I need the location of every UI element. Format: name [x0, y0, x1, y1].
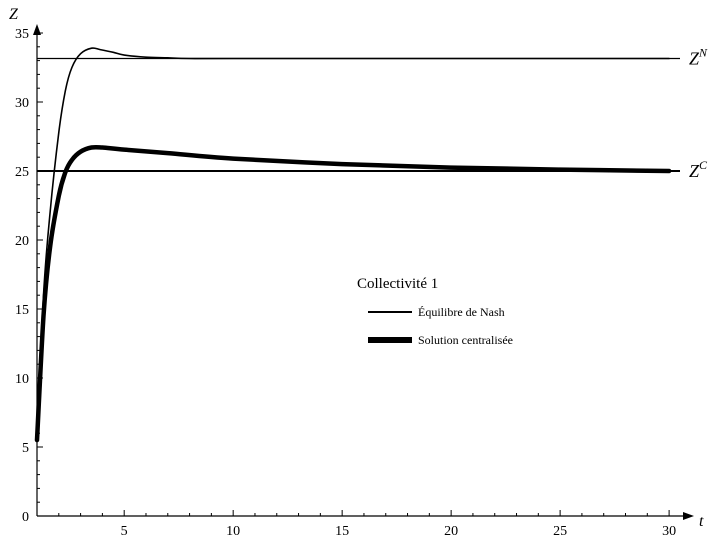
x-tick-label: 15 [335, 524, 349, 539]
y-axis-label: Z [9, 6, 19, 23]
x-tick-label: 10 [226, 524, 240, 539]
x-axis-arrow [683, 512, 694, 520]
reference-label-superscript: N [698, 46, 708, 60]
y-tick-label: 35 [15, 27, 29, 42]
y-tick-label: 10 [15, 372, 29, 387]
y-tick-label: 0 [22, 510, 29, 525]
y-tick-label: 5 [22, 441, 29, 456]
reference-lines: ZN ZC [37, 46, 708, 181]
y-tick-label: 25 [15, 165, 29, 180]
x-axis-label: t [699, 513, 704, 530]
y-tick-label: 15 [15, 303, 29, 318]
ticks: 0 5 10 15 20 25 30 35 5 10 15 20 25 30 [15, 27, 676, 539]
series-line-nash [36, 47, 670, 441]
axes [33, 24, 694, 520]
y-axis-arrow [33, 24, 41, 35]
series-line-centralised [34, 144, 672, 443]
reference-label-n: ZN [689, 46, 708, 69]
x-tick-label: 30 [662, 524, 676, 539]
legend: Collectivité 1 Équilibre de Nash Solutio… [357, 276, 513, 347]
y-tick-label: 30 [15, 96, 29, 111]
legend-title: Collectivité 1 [357, 276, 438, 292]
x-tick-label: 25 [553, 524, 567, 539]
x-tick-label: 5 [121, 524, 128, 539]
reference-label-c: ZC [689, 158, 708, 181]
legend-entry-centralised: Solution centralisée [418, 333, 513, 347]
y-tick-label: 20 [15, 234, 29, 249]
legend-entry-nash: Équilibre de Nash [418, 305, 505, 319]
reference-label-superscript: C [699, 158, 708, 172]
x-tick-label: 20 [444, 524, 458, 539]
series-group [34, 47, 672, 443]
